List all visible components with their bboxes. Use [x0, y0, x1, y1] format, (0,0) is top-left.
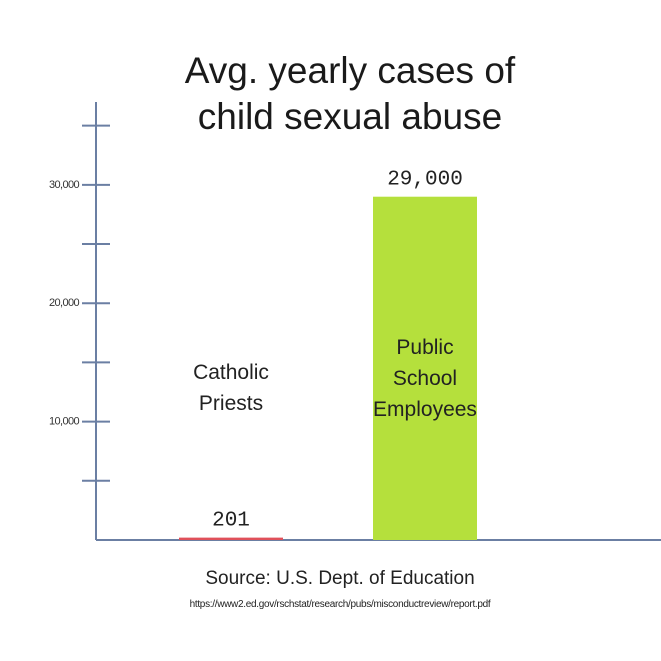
chart-title: Avg. yearly cases of child sexual abuse — [184, 50, 516, 137]
y-tick-label: 30,000 — [49, 179, 80, 191]
bar — [179, 537, 283, 540]
value-label: 201 — [212, 510, 250, 533]
y-tick-label: 10,000 — [49, 416, 80, 428]
category-label: Public School Employees — [373, 335, 477, 421]
y-tick-label: 20,000 — [49, 297, 80, 309]
bar — [373, 196, 477, 540]
source: Source: U.S. Dept. of Education — [205, 568, 475, 589]
category-label: Catholic Priests — [193, 361, 269, 415]
value-label: 29,000 — [387, 169, 463, 192]
source-url: https://www2.ed.gov/rschstat/research/pu… — [189, 599, 491, 610]
